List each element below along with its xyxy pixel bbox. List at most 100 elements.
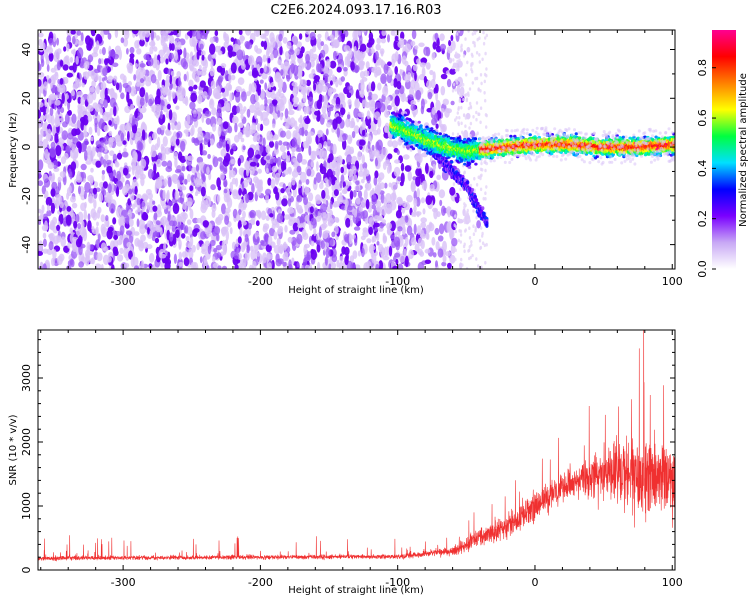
spectrogram-cell [215, 244, 223, 251]
spectrogram-cell [313, 177, 317, 185]
spectrogram-cell [303, 196, 308, 206]
spectrogram-cell [277, 59, 282, 65]
spectrogram-cell [480, 226, 483, 230]
spectrogram-cell [45, 128, 49, 135]
spectrogram-cell [480, 81, 483, 86]
spectrogram-cell [211, 107, 217, 116]
spectrogram-cell [262, 252, 267, 264]
spectrogram-cell [199, 256, 203, 264]
spectrogram-cell [63, 46, 67, 52]
spectrogram-cell [266, 105, 270, 116]
spectrogram-cell [245, 30, 252, 36]
spectrogram-cell [334, 39, 340, 49]
spectrogram-cell [74, 77, 80, 85]
spectrogram-cell [459, 197, 462, 202]
spectrogram-cell [373, 176, 378, 186]
spectrogram-cell [274, 71, 282, 83]
spectrogram-cell [83, 71, 90, 80]
spectrogram-cell [471, 32, 474, 36]
spectrogram-cell [327, 217, 335, 225]
spectrogram-cell [251, 183, 255, 194]
spectrogram-cell [175, 193, 180, 200]
spectrogram-cell [460, 121, 463, 126]
spectrogram-cell [168, 109, 173, 121]
spectrogram-cell [394, 66, 399, 75]
spectrogram-cell [425, 224, 431, 234]
spectrogram-cell [183, 73, 187, 82]
spectrogram-cell [454, 193, 457, 198]
spectrogram-cell [187, 173, 191, 183]
spectrogram-cell [153, 54, 158, 65]
spectrogram-cell [460, 105, 463, 110]
spectrogram-cell [304, 129, 309, 137]
spectrogram-cell [127, 198, 132, 206]
spectrogram-cell [148, 41, 156, 47]
spectrogram-cell [66, 43, 70, 52]
spectrogram-cell [157, 69, 162, 81]
spectrogram-cell [322, 133, 325, 141]
spectrogram-cell [123, 147, 127, 153]
spectrogram-cell [482, 136, 485, 140]
spectrogram-cell [357, 170, 365, 177]
spectrogram-cell [250, 249, 257, 261]
spectrogram-cell [65, 214, 72, 226]
spectrogram-cell [287, 207, 294, 214]
spectrogram-cell [216, 65, 223, 73]
spectrogram-cell [196, 217, 202, 224]
spectrogram-cell [221, 203, 226, 215]
spectrogram-cell [324, 77, 328, 86]
spectrogram-cell [179, 223, 186, 230]
spectrogram-cell [291, 152, 295, 157]
spectrogram-cell [431, 52, 436, 61]
spectrogram-cell [440, 73, 448, 80]
spectrogram-cell [210, 138, 215, 146]
spectrogram-cell [292, 96, 300, 104]
spectrogram-cell [47, 47, 54, 54]
spectrogram-cell [196, 242, 200, 251]
spectrogram-cell [160, 39, 165, 46]
spectrogram-cell [178, 190, 183, 197]
spectrogram-cell [66, 192, 70, 200]
spectrogram-cell [210, 80, 216, 90]
spectrogram-cell [368, 216, 375, 227]
spectrogram-cell [135, 63, 138, 69]
spectrogram-cell [148, 98, 153, 107]
spectrogram-cell [474, 76, 477, 81]
spectrogram-cell [439, 33, 445, 42]
spectrogram-cell [108, 49, 116, 57]
spectrogram-cell [124, 105, 131, 114]
spectrogram-cell [256, 123, 261, 132]
spectrogram-cell [103, 124, 109, 132]
spectrogram-cell [306, 79, 311, 87]
spectrogram-cell [87, 213, 91, 221]
spectrogram-cell [482, 30, 485, 35]
spectrogram-cell [436, 174, 442, 180]
spectrogram-cell [178, 76, 181, 88]
spectrogram-cell [462, 113, 466, 117]
spectrogram-cell [102, 111, 109, 122]
spectrogram-cell [385, 96, 391, 104]
spectrogram-cell [92, 102, 99, 109]
spectrogram-cell [286, 41, 292, 49]
spectrogram-cell [464, 212, 467, 217]
spectrogram-cell [467, 106, 471, 111]
spectrogram-cell [433, 208, 438, 220]
spectrogram-cell [315, 172, 322, 184]
spectrogram-cell [363, 169, 370, 177]
spectrogram-cell [105, 159, 112, 165]
spectrogram-cell [418, 42, 425, 48]
spectrogram-cell [137, 141, 144, 151]
spectrogram-cell [217, 125, 222, 138]
spectrogram-cell [378, 172, 385, 181]
spectrogram-cell [213, 226, 221, 235]
spectrogram-cell [123, 37, 129, 47]
spectrogram-cell [466, 208, 469, 213]
spectrogram-cell [152, 200, 156, 205]
spectrogram-cell [319, 166, 327, 175]
spectrogram-cell [360, 178, 365, 184]
spectrogram-cell [465, 73, 468, 77]
spectrogram-cell [264, 82, 268, 91]
spectrogram-cell [416, 188, 420, 199]
spectrogram-cell [375, 206, 382, 211]
spectrogram-cell [361, 154, 365, 165]
